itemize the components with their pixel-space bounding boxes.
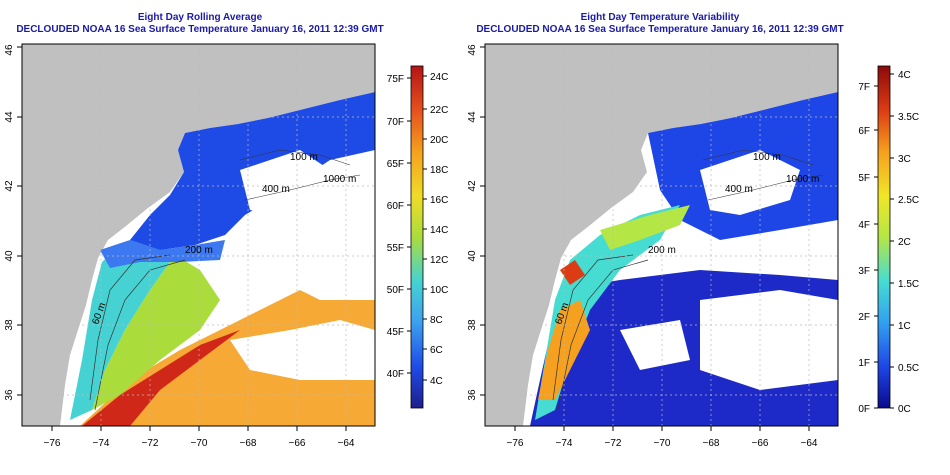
right-x-tick: −70 bbox=[654, 438, 671, 449]
right-colorbar-c-label: 1C bbox=[898, 321, 911, 332]
left-x-tick: −68 bbox=[240, 438, 257, 449]
contour-label: 100 m bbox=[753, 152, 781, 163]
left-y-tick: 46 bbox=[4, 44, 15, 56]
left-colorbar-c-label: 14C bbox=[430, 225, 448, 236]
left-y-tick: 42 bbox=[4, 180, 15, 192]
left-y-tick: 40 bbox=[4, 250, 15, 262]
right-colorbar-c-label: 1.5C bbox=[898, 279, 919, 290]
contour-label: 1000 m bbox=[786, 174, 819, 185]
left-x-tick: −70 bbox=[191, 438, 208, 449]
right-colorbar-c-label: 0.5C bbox=[898, 363, 919, 374]
left-colorbar-f-label: 65F bbox=[387, 159, 404, 170]
left-colorbar-c-label: 22C bbox=[430, 105, 448, 116]
left-y-tick: 36 bbox=[4, 389, 15, 401]
right-y-tick: 44 bbox=[467, 111, 478, 123]
left-x-tick: −72 bbox=[142, 438, 159, 449]
right-map bbox=[485, 44, 838, 426]
cloud-gap bbox=[700, 290, 838, 390]
left-colorbar-f-label: 55F bbox=[387, 243, 404, 254]
left-x-tick: −66 bbox=[289, 438, 306, 449]
left-colorbar-c-label: 10C bbox=[430, 285, 448, 296]
left-colorbar-f-label: 40F bbox=[387, 369, 404, 380]
left-colorbar-f-label: 75F bbox=[387, 74, 404, 85]
right-colorbar-c-label: 3.5C bbox=[898, 112, 919, 123]
right-colorbar-c-label: 0C bbox=[898, 404, 911, 415]
left-map bbox=[22, 44, 375, 426]
right-y-tick: 38 bbox=[467, 319, 478, 331]
contour-label: 400 m bbox=[262, 184, 290, 195]
contour-label: 200 m bbox=[185, 245, 213, 256]
left-colorbar-f-label: 45F bbox=[387, 327, 404, 338]
right-colorbar-c-label: 4C bbox=[898, 70, 911, 81]
right-colorbar-c-label: 2C bbox=[898, 237, 911, 248]
left-y-tick: 38 bbox=[4, 319, 15, 331]
right-colorbar-f-label: 6F bbox=[858, 126, 870, 137]
left-colorbar-c-label: 16C bbox=[430, 195, 448, 206]
right-y-tick: 46 bbox=[467, 44, 478, 56]
left-colorbar-f-label: 50F bbox=[387, 285, 404, 296]
right-colorbar-f-label: 4F bbox=[858, 220, 870, 231]
right-y-tick: 36 bbox=[467, 389, 478, 401]
right-colorbar-f-label: 3F bbox=[858, 266, 870, 277]
right-x-tick: −74 bbox=[556, 438, 573, 449]
left-colorbar-c-label: 12C bbox=[430, 255, 448, 266]
right-y-tick: 40 bbox=[467, 250, 478, 262]
left-colorbar-c-label: 20C bbox=[430, 135, 448, 146]
left-colorbar-f-label: 60F bbox=[387, 201, 404, 212]
right-colorbar-f-label: 1F bbox=[858, 358, 870, 369]
left-colorbar bbox=[411, 66, 423, 408]
left-colorbar-c-label: 4C bbox=[430, 376, 443, 387]
right-x-tick: −66 bbox=[752, 438, 769, 449]
left-x-tick: −64 bbox=[338, 438, 355, 449]
left-colorbar-f-label: 70F bbox=[387, 117, 404, 128]
left-x-tick: −74 bbox=[93, 438, 110, 449]
contour-label: 100 m bbox=[290, 152, 318, 163]
right-colorbar-c-label: 2.5C bbox=[898, 195, 919, 206]
right-x-tick: −68 bbox=[703, 438, 720, 449]
left-colorbar-c-label: 6C bbox=[430, 345, 443, 356]
left-colorbar-c-label: 18C bbox=[430, 165, 448, 176]
right-x-tick: −76 bbox=[507, 438, 524, 449]
right-colorbar-f-label: 7F bbox=[858, 82, 870, 93]
right-colorbar-c-label: 3C bbox=[898, 154, 911, 165]
left-colorbar-c-label: 24C bbox=[430, 72, 448, 83]
contour-label: 1000 m bbox=[323, 174, 356, 185]
contour-label: 200 m bbox=[648, 245, 676, 256]
contour-label: 400 m bbox=[725, 184, 753, 195]
right-y-tick: 42 bbox=[467, 180, 478, 192]
right-colorbar-f-label: 0F bbox=[858, 404, 870, 415]
right-x-tick: −64 bbox=[801, 438, 818, 449]
right-colorbar bbox=[878, 66, 890, 408]
right-colorbar-f-label: 2F bbox=[858, 312, 870, 323]
right-colorbar-f-label: 5F bbox=[858, 173, 870, 184]
left-x-tick: −76 bbox=[44, 438, 61, 449]
left-colorbar-c-label: 8C bbox=[430, 315, 443, 326]
right-x-tick: −72 bbox=[605, 438, 622, 449]
left-y-tick: 44 bbox=[4, 111, 15, 123]
